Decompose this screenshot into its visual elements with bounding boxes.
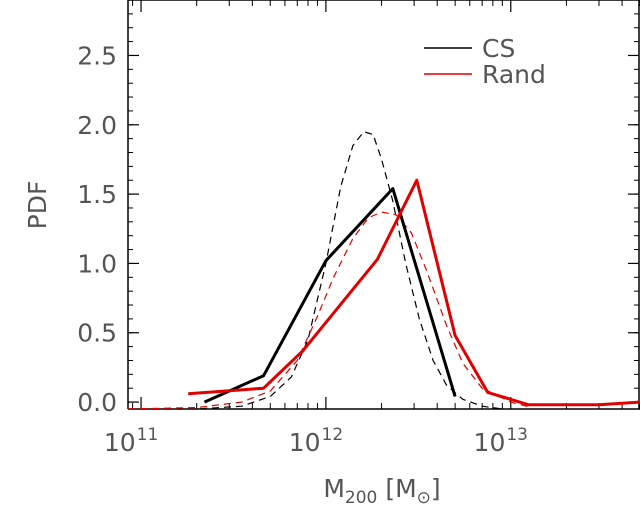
y-tick-label: 2.5 <box>77 41 117 70</box>
y-tick-label: 1.0 <box>77 249 117 278</box>
legend-label-rand: Rand <box>482 60 546 89</box>
x-axis-label: M200 [M⊙] <box>323 474 440 508</box>
y-tick-label: 1.5 <box>77 180 117 209</box>
data-series <box>128 131 640 409</box>
y-tick-label: 2.0 <box>77 111 117 140</box>
sun-symbol-icon: ⊙ <box>417 488 431 508</box>
x-tick-label: 1013 <box>474 425 528 457</box>
legend-label-cs: CS <box>482 34 515 63</box>
y-axis-label: PDF <box>23 181 52 230</box>
series-line-rand <box>188 178 640 407</box>
axes: 0.0 0.5 1.0 1.5 2.0 2.5 1011 1012 1013 <box>77 0 640 457</box>
x-tick-label: 1011 <box>104 425 158 457</box>
series-line-cs-fit <box>128 131 503 409</box>
series-line-cs <box>203 187 457 404</box>
y-tick-label: 0.0 <box>77 388 117 417</box>
series-line-rand-fit <box>128 211 532 409</box>
y-tick-label: 0.5 <box>77 319 117 348</box>
x-tick-label: 1012 <box>289 425 343 457</box>
